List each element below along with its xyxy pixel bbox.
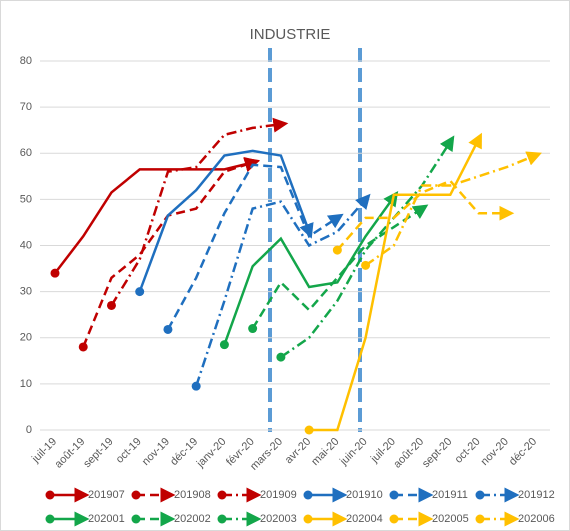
- series-line: [110, 117, 289, 307]
- y-tick-label: 80: [20, 55, 32, 67]
- series-line: [138, 149, 314, 293]
- legend-label: 202005: [432, 513, 469, 525]
- legend-swatch-dot: [131, 490, 141, 500]
- legend-swatch-dot: [475, 490, 485, 500]
- start-point: [304, 425, 314, 435]
- start-point: [78, 342, 88, 352]
- legend-label: 202002: [174, 513, 211, 525]
- legend-swatch-dot: [131, 514, 141, 524]
- legend-label: 202003: [260, 513, 297, 525]
- series-line: [166, 163, 344, 331]
- legend-swatch-dot: [217, 490, 227, 500]
- legend-swatch-dot: [475, 514, 485, 524]
- y-tick-label: 40: [20, 239, 32, 251]
- legend-label: 201908: [174, 489, 211, 501]
- y-tick-label: 30: [20, 286, 32, 298]
- series-line: [223, 190, 399, 346]
- legend-swatch-dot: [389, 514, 399, 524]
- legend-swatch-dot: [303, 490, 313, 500]
- legend-swatch-dot: [45, 514, 55, 524]
- start-point: [163, 324, 173, 334]
- legend-label: 201911: [432, 489, 468, 501]
- legend-label: 201909: [260, 489, 297, 501]
- series-line: [251, 204, 429, 330]
- start-point: [332, 245, 342, 255]
- y-tick-label: 20: [20, 332, 32, 344]
- series-line: [336, 179, 515, 251]
- legend-label: 202001: [88, 513, 125, 525]
- start-point: [361, 260, 371, 270]
- start-point: [50, 268, 60, 278]
- start-point: [248, 324, 258, 334]
- y-tick-label: 0: [26, 424, 32, 436]
- legend-swatch-dot: [389, 490, 399, 500]
- start-point: [135, 287, 145, 297]
- legend-swatch-dot: [217, 514, 227, 524]
- y-tick-label: 60: [20, 147, 32, 159]
- legend-label: 202006: [518, 513, 555, 525]
- legend-label: 201910: [346, 489, 383, 501]
- legend-swatch-dot: [45, 490, 55, 500]
- start-point: [276, 352, 286, 362]
- series-line: [194, 193, 371, 387]
- chart-title: INDUSTRIE: [250, 26, 331, 43]
- legend-label: 201912: [518, 489, 555, 501]
- start-point: [219, 340, 229, 350]
- legend-label: 202004: [346, 513, 383, 525]
- legend-swatch-dot: [303, 514, 313, 524]
- y-tick-label: 10: [20, 378, 32, 390]
- start-point: [106, 300, 116, 310]
- legend-label: 201907: [88, 489, 125, 501]
- y-tick-label: 50: [20, 193, 32, 205]
- start-point: [191, 381, 201, 391]
- series-line: [364, 151, 542, 267]
- series-line: [309, 132, 482, 432]
- series-line: [54, 156, 260, 274]
- y-tick-label: 70: [20, 101, 32, 113]
